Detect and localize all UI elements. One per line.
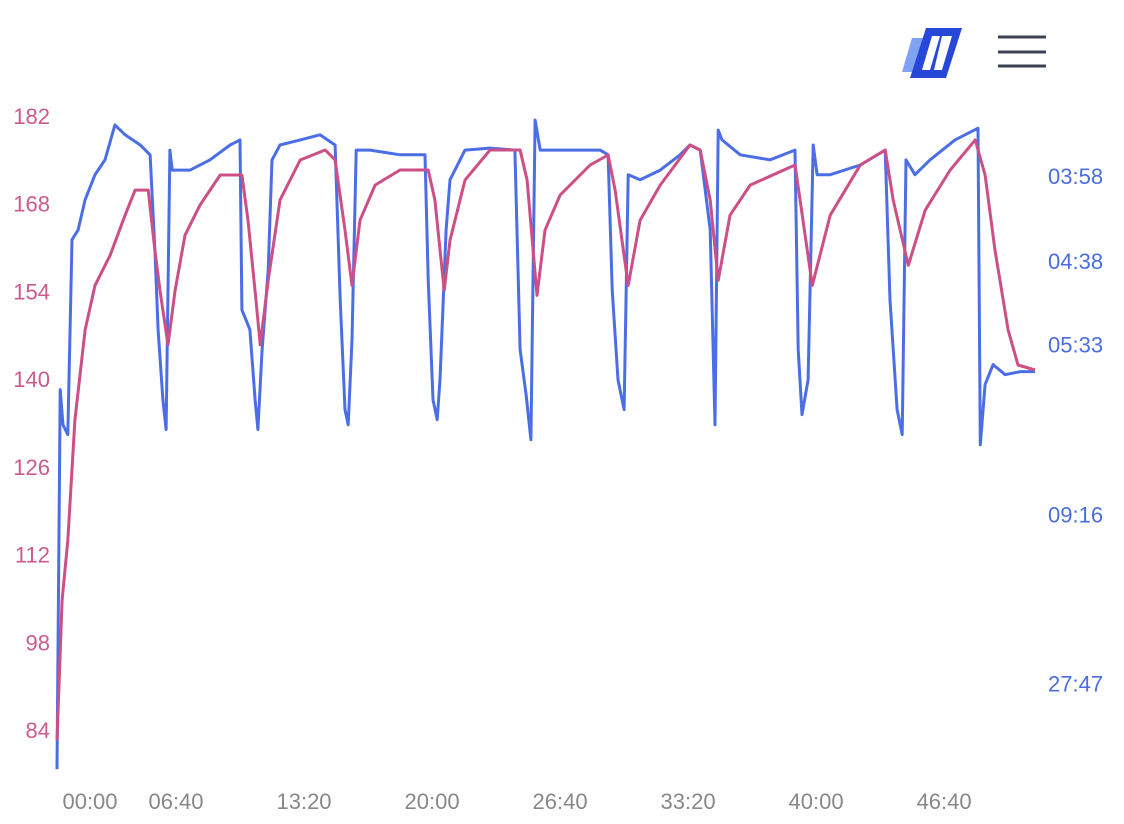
x-tick-label: 33:20 [661,789,716,814]
series-line [55,138,1036,741]
y-tick-label: 140 [13,367,50,392]
series-line [55,118,1035,770]
x-tick-label: 06:40 [148,789,203,814]
menu-button[interactable] [998,35,1046,68]
app-logo[interactable] [902,28,962,78]
y2-tick-label: 05:33 [1048,333,1103,358]
x-tick-label: 46:40 [917,789,972,814]
y-tick-label: 168 [13,192,50,217]
y2-tick-label: 03:58 [1048,164,1103,189]
y-tick-label: 182 [13,104,50,129]
x-tick-label: 13:20 [276,789,331,814]
y-tick-label: 84 [26,718,50,743]
y2-tick-label: 27:47 [1048,671,1103,696]
y-tick-label: 98 [26,630,50,655]
x-tick-label: 20:00 [405,789,460,814]
x-tick-label: 40:00 [789,789,844,814]
y-tick-label: 112 [15,543,50,568]
x-tick-label: 00:00 [62,789,117,814]
x-tick-label: 26:40 [533,789,588,814]
y-tick-label: 126 [13,455,50,480]
y-tick-label: 154 [13,279,50,304]
y2-tick-label: 04:38 [1048,249,1103,274]
y2-tick-label: 09:16 [1048,502,1103,527]
